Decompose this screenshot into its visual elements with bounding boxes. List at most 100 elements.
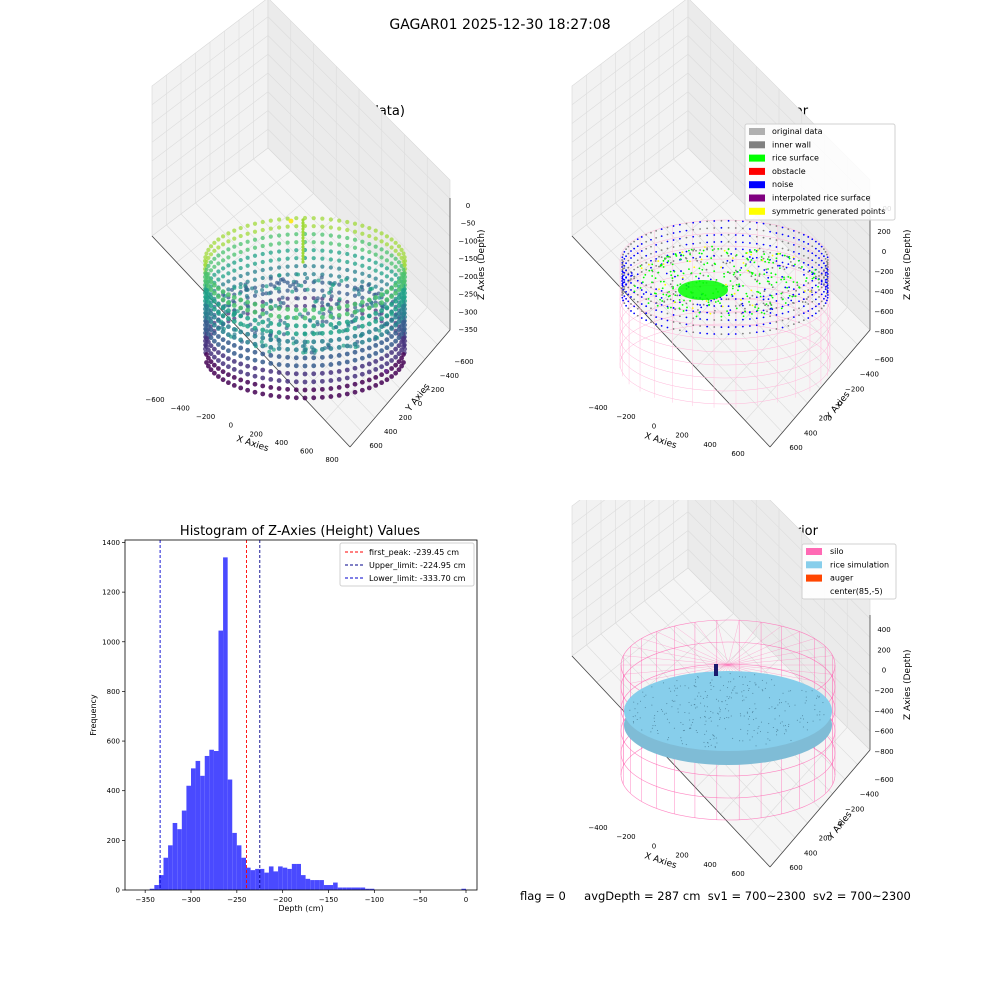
wall-point [802, 312, 805, 315]
raw-point [401, 352, 406, 357]
wall-point [741, 241, 744, 244]
raw-point [252, 277, 258, 282]
flag-text: flag = 0 [520, 889, 566, 903]
raw-point [277, 241, 282, 246]
surface-point [671, 277, 674, 280]
wall-point [655, 288, 658, 291]
surface-point [676, 274, 679, 277]
raw-point [208, 268, 214, 273]
wall-point [748, 221, 751, 223]
surface-point [654, 260, 657, 262]
raw-point [328, 354, 334, 359]
wall-point [645, 268, 648, 271]
raw-point [389, 261, 394, 266]
rice-simulation-point [720, 676, 722, 678]
wall-point [769, 251, 772, 254]
histogram-ticks: −350 −300 −250 −200 −150 −100 −50 0020040060080… [102, 539, 468, 904]
rice-simulation-point [719, 709, 721, 711]
histogram-bar [181, 810, 187, 890]
raw-point [293, 286, 298, 291]
raw-point [329, 294, 334, 299]
raw-point [352, 325, 358, 331]
grid-line [151, 35, 269, 124]
rice-simulation-point [816, 714, 818, 716]
surface-point [791, 295, 794, 298]
raw-point [384, 289, 390, 295]
raw-point [305, 287, 310, 292]
rice-simulation-point [710, 716, 712, 718]
raw-point [399, 315, 404, 321]
rice-simulation-point [765, 743, 767, 745]
rice-simulation-point [694, 679, 696, 681]
raw-point [252, 221, 258, 226]
wall-point [807, 317, 810, 319]
wall-point [640, 250, 643, 252]
surface-point [678, 307, 681, 310]
silo-wire [623, 664, 729, 675]
surface-point [655, 292, 657, 295]
raw-point [211, 346, 217, 352]
wall-point [827, 266, 829, 268]
raw-point [336, 393, 342, 398]
classify-x-tick-label: −200 [616, 413, 635, 421]
wall-point [622, 253, 625, 256]
histogram-bar [186, 785, 191, 890]
surface-point [767, 268, 769, 270]
surface-point [725, 294, 728, 297]
simulation-x-tick-label: 200 [675, 852, 688, 860]
rice-simulation-point [788, 723, 790, 725]
surface-point [770, 294, 773, 297]
raw-point [319, 362, 325, 368]
wall-point [706, 241, 709, 244]
raw-point [373, 343, 379, 348]
rice-simulation-point [747, 730, 749, 732]
raw-point [260, 291, 265, 297]
wall-point [820, 245, 823, 248]
raw-point [232, 286, 237, 291]
wall-point [660, 317, 663, 320]
rice-simulation-point [679, 704, 681, 706]
raw-point [285, 338, 291, 344]
raw-point [211, 298, 217, 304]
rice-simulation-point [758, 726, 760, 728]
simulation-z-tick-label: −400 [874, 707, 893, 715]
raw-point [384, 345, 390, 351]
rice-simulation-point [629, 709, 631, 711]
raw-point [384, 305, 390, 311]
raw-point [244, 294, 249, 299]
rice-simulation-point [768, 708, 770, 710]
wall-point [630, 250, 632, 252]
surface-point [720, 315, 723, 318]
wall-point [627, 273, 630, 276]
wall-point [636, 307, 639, 310]
wall-point [621, 256, 624, 259]
histogram-bar [223, 557, 228, 890]
rice-simulation-point [660, 709, 662, 711]
raw-point [399, 307, 404, 313]
surface-point [814, 268, 817, 271]
wall-point [775, 321, 778, 323]
histogram-bar [342, 887, 347, 890]
raw-point [252, 317, 258, 323]
rice-simulation-point [742, 695, 744, 697]
wall-point [781, 326, 784, 329]
surface-point [717, 247, 720, 250]
rice-simulation-point [796, 719, 798, 721]
wall-point [713, 326, 716, 328]
histogram-bar [264, 872, 269, 890]
wall-point [775, 260, 778, 262]
wall-point [741, 220, 744, 223]
rice-simulation-point [814, 704, 816, 706]
raw-point [225, 316, 231, 322]
raw-point [226, 231, 231, 236]
grid-line [571, 72, 689, 162]
surface-point [750, 259, 753, 261]
surface-point [702, 303, 705, 306]
raw-point [373, 351, 379, 356]
rice-simulation-point [778, 715, 780, 717]
wall-point [621, 291, 624, 294]
raw-point [389, 253, 394, 258]
raw-point [379, 380, 385, 386]
wall-point [814, 312, 817, 315]
raw-point [302, 303, 308, 309]
